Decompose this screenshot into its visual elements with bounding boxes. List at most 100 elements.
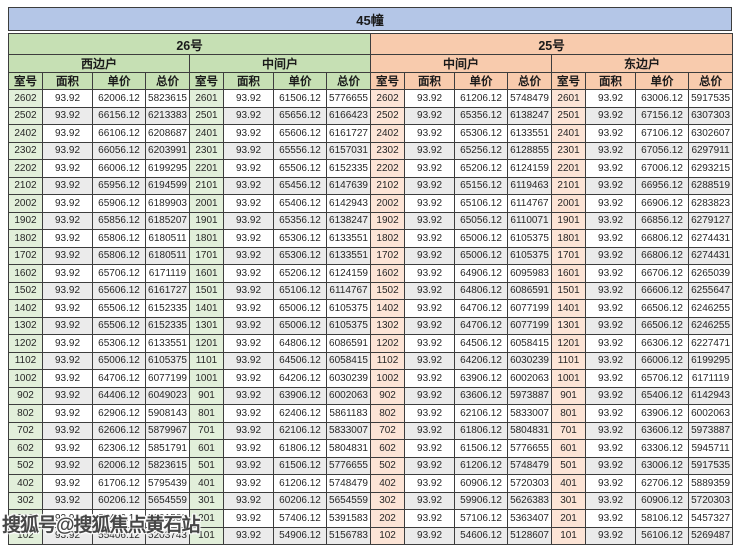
room-cell: 502 [8, 456, 43, 475]
total-price-cell: 5128607 [507, 526, 553, 545]
total-price-cell: 6133551 [145, 334, 190, 353]
unit-price-cell: 67156.12 [635, 106, 690, 125]
total-price-cell: 5908143 [145, 404, 190, 423]
unit-price-cell: 65356.12 [454, 106, 509, 125]
room-cell: 901 [551, 386, 587, 405]
area-cell: 93.92 [42, 194, 93, 213]
total-price-cell: 5861183 [325, 404, 372, 423]
area-cell: 93.92 [42, 456, 93, 475]
unit-price-cell: 66806.12 [635, 246, 690, 265]
room-cell: 801 [189, 404, 224, 423]
total-price-cell: 6105375 [145, 351, 190, 370]
section-label-26: 26号 [7, 33, 372, 55]
room-cell: 1402 [8, 299, 43, 318]
total-price-cell: 6283823 [688, 194, 734, 213]
area-cell: 93.92 [223, 491, 274, 510]
room-cell: 1801 [551, 229, 587, 248]
room-cell: 1502 [370, 281, 406, 300]
area-cell: 93.92 [42, 299, 93, 318]
area-cell: 93.92 [42, 281, 93, 300]
unit-price-cell: 61806.12 [454, 421, 509, 440]
area-cell: 93.92 [404, 106, 456, 125]
total-price-cell: 5203743 [145, 526, 190, 545]
total-price-cell: 6189903 [145, 194, 190, 213]
unit-price-cell: 65206.12 [273, 264, 327, 283]
unit-price-cell: 63906.12 [454, 369, 509, 388]
room-cell: 1302 [8, 316, 43, 335]
area-cell: 93.92 [585, 491, 637, 510]
room-cell: 1901 [189, 211, 224, 230]
table-row: 1202 93.92 65306.12 6133551 1201 93.92 64806.1… [8, 334, 734, 353]
total-price-cell: 6279127 [688, 211, 734, 230]
area-cell: 93.92 [42, 176, 93, 195]
total-price-cell: 5654559 [145, 491, 190, 510]
room-cell: 1901 [551, 211, 587, 230]
room-cell: 602 [8, 439, 43, 458]
total-price-cell: 5156783 [325, 526, 372, 545]
total-price-cell: 6133551 [507, 124, 553, 143]
unit-price-cell: 65006.12 [454, 246, 509, 265]
unit-price-cell: 66506.12 [635, 316, 690, 335]
table-row: 502 93.92 62006.12 5823615 501 93.92 61506.12 5… [8, 456, 734, 475]
total-price-cell: 5776655 [325, 89, 372, 108]
room-cell: 1702 [370, 246, 406, 265]
room-cell: 1701 [551, 246, 587, 265]
total-price-cell: 5833007 [507, 404, 553, 423]
area-cell: 93.92 [585, 141, 637, 160]
area-cell: 93.92 [585, 456, 637, 475]
unit-price-cell: 65406.12 [273, 194, 327, 213]
col-header-total-price: 总价 [145, 72, 190, 90]
unit-price-cell: 63006.12 [635, 456, 690, 475]
total-price-cell: 5795439 [145, 474, 190, 493]
total-price-cell: 6119463 [507, 176, 553, 195]
total-price-cell: 6128855 [507, 141, 553, 160]
unit-price-cell: 65306.12 [92, 334, 146, 353]
total-price-cell: 6142943 [325, 194, 372, 213]
room-cell: 601 [551, 439, 587, 458]
area-cell: 93.92 [585, 509, 637, 528]
total-price-cell: 6002063 [325, 386, 372, 405]
room-cell: 2201 [189, 159, 224, 178]
area-cell: 93.92 [42, 334, 93, 353]
unit-price-cell: 61706.12 [92, 474, 146, 493]
room-cell: 1902 [8, 211, 43, 230]
col-header-total-price: 总价 [507, 72, 553, 90]
table-row: 802 93.92 62906.12 5908143 801 93.92 62406.12 5… [8, 404, 734, 423]
total-price-cell: 6152335 [325, 159, 372, 178]
unit-price-cell: 64506.12 [454, 334, 509, 353]
area-cell: 93.92 [404, 509, 456, 528]
area-cell: 93.92 [404, 281, 456, 300]
table-row: 402 93.92 61706.12 5795439 401 93.92 61206.12 5… [8, 474, 734, 493]
area-cell: 93.92 [42, 526, 93, 545]
unit-price-cell: 67106.12 [635, 124, 690, 143]
room-cell: 902 [8, 386, 43, 405]
room-cell: 1002 [8, 369, 43, 388]
area-cell: 93.92 [223, 456, 274, 475]
area-cell: 93.92 [223, 194, 274, 213]
table-row: 2202 93.92 66006.12 6199295 2201 93.92 65506.1… [8, 159, 734, 178]
col-header-room: 室号 [370, 72, 406, 90]
total-price-cell: 6114767 [507, 194, 553, 213]
unit-price-cell: 66606.12 [635, 281, 690, 300]
room-cell: 902 [370, 386, 406, 405]
room-cell: 1802 [8, 229, 43, 248]
area-cell: 93.92 [585, 334, 637, 353]
total-price-cell: 6208687 [145, 124, 190, 143]
area-cell: 93.92 [223, 281, 274, 300]
room-cell: 101 [551, 526, 587, 545]
unit-price-cell: 62606.12 [92, 421, 146, 440]
area-cell: 93.92 [42, 404, 93, 423]
room-cell: 201 [551, 509, 587, 528]
total-price-cell: 6297911 [688, 141, 734, 160]
unit-price-cell: 61206.12 [273, 474, 327, 493]
unit-price-cell: 66056.12 [92, 141, 146, 160]
total-price-cell: 5654559 [325, 491, 372, 510]
total-price-cell: 5889359 [688, 474, 734, 493]
area-cell: 93.92 [585, 369, 637, 388]
unit-price-cell: 60206.12 [273, 491, 327, 510]
room-cell: 2601 [551, 89, 587, 108]
area-cell: 93.92 [404, 369, 456, 388]
total-price-cell: 6152335 [145, 299, 190, 318]
unit-label-west: 西边户 [8, 54, 190, 73]
total-price-cell: 6124159 [507, 159, 553, 178]
